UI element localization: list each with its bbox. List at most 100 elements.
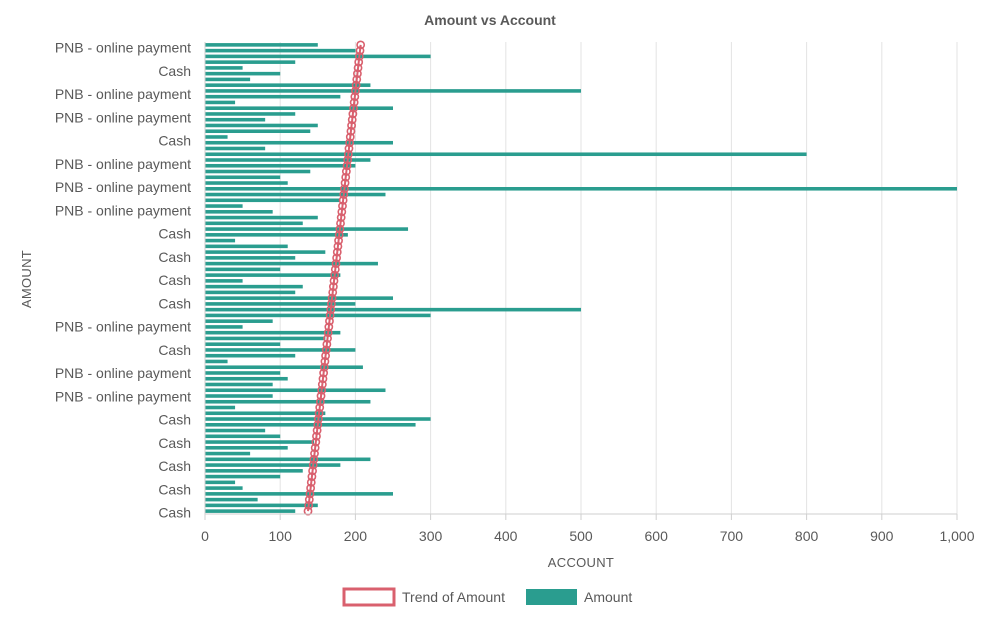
bar[interactable]: [205, 256, 296, 260]
bar[interactable]: [205, 129, 311, 134]
trend-point[interactable]: [350, 92, 360, 102]
trend-point[interactable]: [329, 276, 339, 286]
bar[interactable]: [205, 307, 581, 312]
trend-point[interactable]: [311, 437, 321, 447]
bar[interactable]: [205, 250, 326, 254]
trend-point[interactable]: [314, 414, 323, 424]
trend-point[interactable]: [305, 489, 315, 499]
bar[interactable]: [205, 77, 251, 82]
trend-point[interactable]: [326, 305, 336, 315]
bar[interactable]: [205, 457, 371, 462]
bar[interactable]: [205, 175, 281, 180]
trend-point[interactable]: [319, 368, 329, 378]
bar[interactable]: [205, 342, 281, 346]
bar[interactable]: [205, 423, 416, 427]
bar[interactable]: [205, 284, 303, 289]
bar[interactable]: [205, 261, 378, 266]
trend-point[interactable]: [309, 454, 319, 464]
trend-point[interactable]: [351, 86, 360, 96]
bar[interactable]: [205, 330, 341, 335]
bar[interactable]: [205, 66, 243, 70]
bar[interactable]: [205, 227, 409, 231]
trend-point[interactable]: [341, 172, 351, 182]
bar[interactable]: [205, 296, 393, 300]
trend-point[interactable]: [314, 408, 324, 418]
trend-point[interactable]: [332, 253, 342, 263]
bar[interactable]: [205, 100, 236, 105]
bar[interactable]: [205, 48, 356, 53]
trend-point[interactable]: [325, 311, 335, 320]
legend-swatch-trend[interactable]: [342, 587, 396, 607]
bar[interactable]: [205, 388, 386, 393]
trend-point[interactable]: [349, 103, 358, 113]
trend-point[interactable]: [310, 449, 319, 458]
trend-point[interactable]: [354, 51, 364, 61]
trend-point[interactable]: [316, 391, 326, 401]
bar[interactable]: [205, 181, 288, 185]
trend-point[interactable]: [335, 224, 345, 234]
trend-point[interactable]: [352, 75, 362, 84]
trend-point[interactable]: [342, 161, 352, 171]
bar[interactable]: [205, 486, 243, 490]
trend-point[interactable]: [341, 167, 351, 176]
bar[interactable]: [205, 60, 296, 64]
bar[interactable]: [205, 83, 371, 87]
bar[interactable]: [205, 428, 266, 433]
trend-point[interactable]: [324, 322, 334, 332]
trend-point[interactable]: [319, 362, 329, 372]
bar[interactable]: [205, 158, 371, 162]
bar[interactable]: [205, 376, 288, 381]
trend-point[interactable]: [328, 287, 338, 297]
legend[interactable]: Trend of Amount Amount: [342, 587, 632, 607]
trend-point[interactable]: [338, 201, 347, 211]
bar[interactable]: [205, 365, 363, 370]
bar[interactable]: [205, 204, 243, 208]
trend-point[interactable]: [312, 426, 322, 435]
bar[interactable]: [205, 267, 281, 272]
trend-point[interactable]: [345, 138, 355, 148]
bar[interactable]: [205, 152, 807, 157]
bar[interactable]: [205, 244, 288, 249]
trend-point[interactable]: [338, 195, 348, 205]
trend-point[interactable]: [304, 500, 314, 510]
bar[interactable]: [205, 94, 341, 99]
bar[interactable]: [205, 163, 356, 168]
trend-point[interactable]: [330, 264, 340, 274]
trend-point[interactable]: [306, 483, 316, 493]
bar[interactable]: [205, 411, 326, 416]
bar[interactable]: [205, 238, 236, 243]
trend-point[interactable]: [331, 259, 341, 269]
bar[interactable]: [205, 336, 326, 341]
bar[interactable]: [205, 117, 266, 122]
trend-point[interactable]: [330, 270, 340, 280]
trend-point[interactable]: [312, 431, 321, 441]
trend-point[interactable]: [327, 299, 336, 309]
bar[interactable]: [205, 192, 386, 197]
bar[interactable]: [205, 43, 318, 47]
trend-point[interactable]: [315, 403, 325, 412]
trend-point[interactable]: [336, 218, 345, 228]
trend-point[interactable]: [345, 132, 355, 142]
trend-point[interactable]: [351, 80, 361, 90]
trend-point[interactable]: [336, 213, 346, 222]
bar[interactable]: [205, 123, 318, 128]
trend-point[interactable]: [307, 472, 317, 481]
bar[interactable]: [205, 480, 236, 485]
trend-point[interactable]: [339, 190, 349, 199]
trend-point[interactable]: [334, 236, 343, 245]
bar[interactable]: [205, 446, 288, 450]
trend-point[interactable]: [333, 241, 343, 251]
bar[interactable]: [205, 353, 296, 358]
trend-point[interactable]: [315, 397, 325, 407]
trend-point[interactable]: [320, 357, 330, 366]
bar[interactable]: [205, 71, 281, 76]
bar[interactable]: [205, 405, 236, 410]
bar[interactable]: [205, 325, 243, 329]
trend-point[interactable]: [306, 477, 316, 487]
legend-label-trend[interactable]: Trend of Amount: [402, 589, 505, 605]
bar[interactable]: [205, 302, 356, 306]
bar[interactable]: [205, 474, 281, 479]
trend-point[interactable]: [347, 115, 357, 125]
bar[interactable]: [205, 371, 281, 375]
trend-point[interactable]: [353, 69, 362, 79]
